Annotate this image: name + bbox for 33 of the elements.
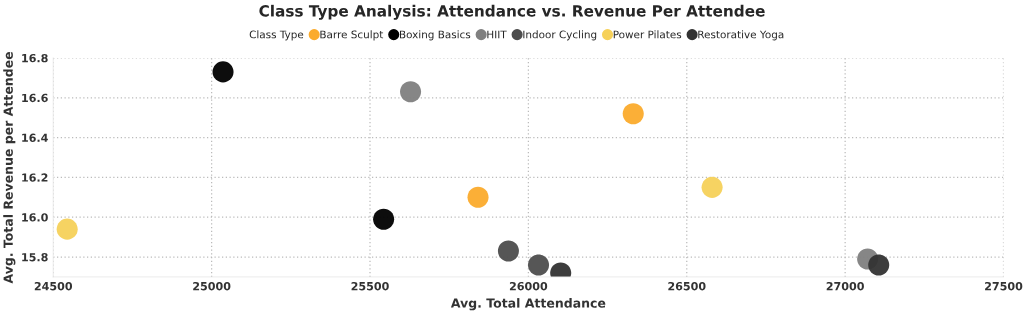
y-tick-label: 15.8 <box>22 252 48 262</box>
legend-label: Boxing Basics <box>399 30 471 41</box>
x-axis-title: Avg. Total Attendance <box>450 298 606 311</box>
point <box>373 208 395 230</box>
y-tick-label: 16.0 <box>22 213 48 222</box>
legend-label: Power Pilates <box>613 30 682 39</box>
x-tick-label: 26500 <box>668 281 706 291</box>
y-tick-label: 16.6 <box>22 93 48 103</box>
legend-title: Class Type <box>249 30 304 41</box>
chart-title: Class Type Analysis: Attendance vs. Revenue Per Attendee <box>259 4 765 20</box>
legend-label: Barre Sculpt <box>320 30 384 41</box>
point <box>212 61 234 83</box>
x-tick-label: 25500 <box>351 281 389 291</box>
point <box>527 254 550 276</box>
point <box>868 254 890 276</box>
point <box>497 240 519 262</box>
y-tick-label: 16.4 <box>22 133 48 142</box>
x-tick-label: 26000 <box>509 281 548 291</box>
point <box>56 218 78 240</box>
legend-label: Indoor Cycling <box>523 30 597 41</box>
x-tick-label: 27500 <box>985 281 1023 291</box>
x-tick-label: 27000 <box>826 281 864 291</box>
y-tick-label: 16.8 <box>22 53 48 63</box>
legend-label: HIIT <box>487 30 507 39</box>
point <box>701 176 723 198</box>
y-tick-label: 16.2 <box>22 173 48 182</box>
x-tick-label: 25000 <box>193 281 231 291</box>
point <box>622 103 644 125</box>
point <box>400 81 422 103</box>
legend-label: Restorative Yoga <box>698 30 784 41</box>
x-tick-label: 24500 <box>34 281 73 291</box>
y-axis-title: Avg. Total Revenue per Attendee <box>3 51 16 284</box>
point <box>467 186 489 208</box>
